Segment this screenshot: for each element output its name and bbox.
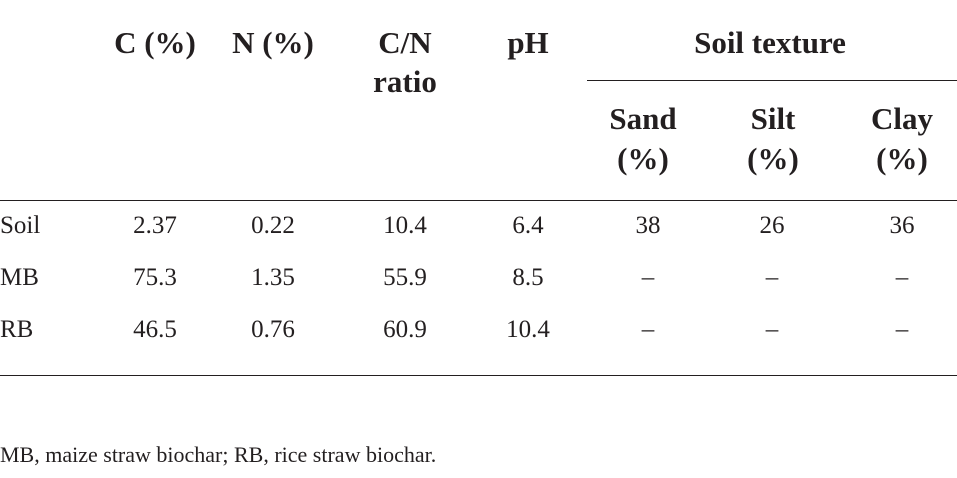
cell-c: 75.3 [133,264,177,291]
header-soil-texture: Soil texture [694,25,846,60]
header-silt-line2: (%) [747,141,799,176]
cell-clay: 36 [889,212,915,239]
row-label: RB [0,316,34,343]
header-c: C (%) [114,25,196,60]
header-n: N (%) [232,25,314,60]
header-ph: pH [507,25,549,60]
header-bottom-rule [0,200,957,201]
cell-n: 1.35 [251,264,295,291]
cell-cn: 55.9 [383,264,427,291]
header-sand-line2: (%) [617,141,669,176]
table-footnote: MB, maize straw biochar; RB, rice straw … [0,442,437,467]
cell-ph: 6.4 [512,212,544,239]
cell-clay: – [895,316,909,343]
cell-sand: – [641,264,655,291]
cell-c: 46.5 [133,316,177,343]
header-silt-line1: Silt [750,101,796,136]
header-cn-ratio-line2: ratio [373,64,437,99]
cell-ph: 8.5 [512,264,544,291]
header-cn-ratio-line1: C/N [378,25,432,60]
header-sand-line1: Sand [609,101,677,136]
cell-ph: 10.4 [506,316,550,343]
cell-silt: – [765,316,779,343]
cell-clay: – [895,264,909,291]
cell-cn: 10.4 [383,212,427,239]
row-label: MB [0,264,39,291]
cell-n: 0.76 [251,316,295,343]
cell-silt: 26 [759,212,785,239]
header-clay-line2: (%) [876,141,928,176]
cell-sand: 38 [635,212,661,239]
soil-texture-subrule [587,80,957,81]
cell-n: 0.22 [251,212,295,239]
header-clay-line1: Clay [871,101,933,136]
cell-silt: – [765,264,779,291]
row-label: Soil [0,212,41,239]
cell-cn: 60.9 [383,316,427,343]
cell-c: 2.37 [133,212,177,239]
table-bottom-rule [0,375,957,376]
cell-sand: – [641,316,655,343]
